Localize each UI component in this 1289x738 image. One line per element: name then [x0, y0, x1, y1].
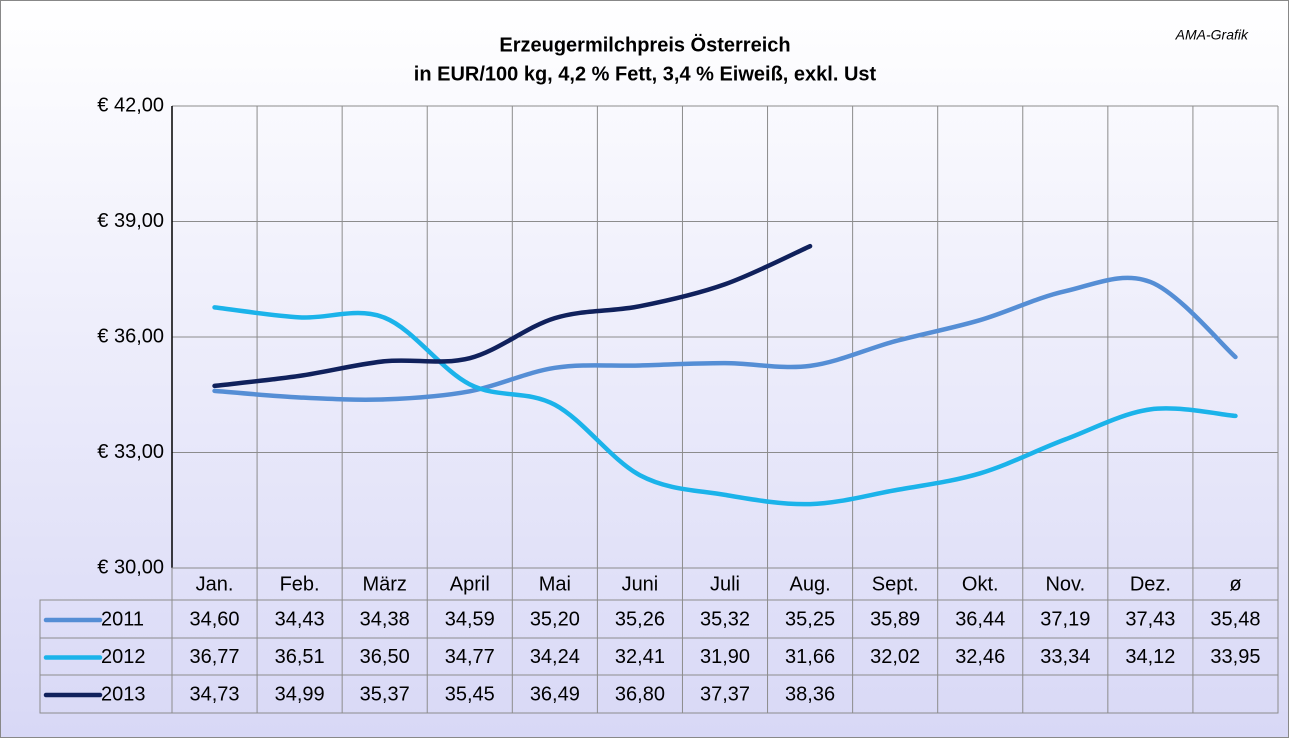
legend-label: 2011 — [101, 608, 144, 630]
x-tick-label: Sept. — [872, 573, 919, 595]
x-tick-label: Feb. — [280, 573, 320, 595]
x-tick-label: März — [362, 573, 406, 595]
table-value: 33,95 — [1210, 646, 1260, 668]
table-value: 32,46 — [955, 646, 1005, 668]
table-value: 35,25 — [785, 608, 835, 630]
y-tick-label: € 42,00 — [97, 94, 164, 116]
table-value: 36,44 — [955, 608, 1005, 630]
y-tick-label: € 36,00 — [97, 325, 164, 347]
table-value: 35,37 — [360, 683, 410, 705]
table-value: 34,60 — [190, 608, 240, 630]
table-value: 34,99 — [275, 683, 325, 705]
table-value: 34,24 — [530, 646, 580, 668]
table-value: 36,50 — [360, 646, 410, 668]
x-tick-label: Juni — [622, 573, 659, 595]
table-value: 35,26 — [615, 608, 665, 630]
x-tick-label: Juli — [710, 573, 740, 595]
table-value: 34,43 — [275, 608, 325, 630]
table-value: 32,41 — [615, 646, 665, 668]
legend-label: 2012 — [101, 646, 146, 668]
table-value: 32,02 — [870, 646, 920, 668]
series-line — [212, 243, 813, 389]
table-value: 35,32 — [700, 608, 750, 630]
y-tick-label: € 33,00 — [97, 441, 164, 463]
y-tick-label: € 30,00 — [97, 556, 164, 578]
table-value: 35,20 — [530, 608, 580, 630]
x-tick-label: Nov. — [1045, 573, 1085, 595]
x-tick-label: Okt. — [962, 573, 999, 595]
x-tick-label: Aug. — [789, 573, 830, 595]
table-value: 33,34 — [1040, 646, 1090, 668]
table-value: 36,80 — [615, 683, 665, 705]
table-value: 34,77 — [445, 646, 495, 668]
series-line — [212, 275, 1238, 402]
table-value: 37,37 — [700, 683, 750, 705]
table-value: 34,38 — [360, 608, 410, 630]
table-value: 36,49 — [530, 683, 580, 705]
table-value: 34,12 — [1125, 646, 1175, 668]
table-value: 36,77 — [190, 646, 240, 668]
table-value: 34,59 — [445, 608, 495, 630]
x-tick-label: Jan. — [196, 573, 234, 595]
chart-subtitle: in EUR/100 kg, 4,2 % Fett, 3,4 % Eiweiß,… — [414, 63, 877, 85]
x-tick-label: ø — [1229, 573, 1241, 595]
annotation: AMA-Grafik — [1175, 27, 1249, 43]
x-tick-label: April — [450, 573, 490, 595]
x-tick-label: Dez. — [1130, 573, 1171, 595]
chart-title: Erzeugermilchpreis Österreich — [499, 33, 790, 56]
table-value: 31,66 — [785, 646, 835, 668]
table-value: 35,45 — [445, 683, 495, 705]
table-value: 35,48 — [1210, 608, 1260, 630]
series-line — [212, 305, 1238, 507]
table-value: 36,51 — [275, 646, 325, 668]
table-value: 35,89 — [870, 608, 920, 630]
y-tick-label: € 39,00 — [97, 210, 164, 232]
table-value: 37,19 — [1040, 608, 1090, 630]
table-value: 38,36 — [785, 683, 835, 705]
x-tick-label: Mai — [539, 573, 571, 595]
table-value: 31,90 — [700, 646, 750, 668]
table-value: 34,73 — [190, 683, 240, 705]
legend-label: 2013 — [101, 683, 146, 705]
table-value: 37,43 — [1125, 608, 1175, 630]
